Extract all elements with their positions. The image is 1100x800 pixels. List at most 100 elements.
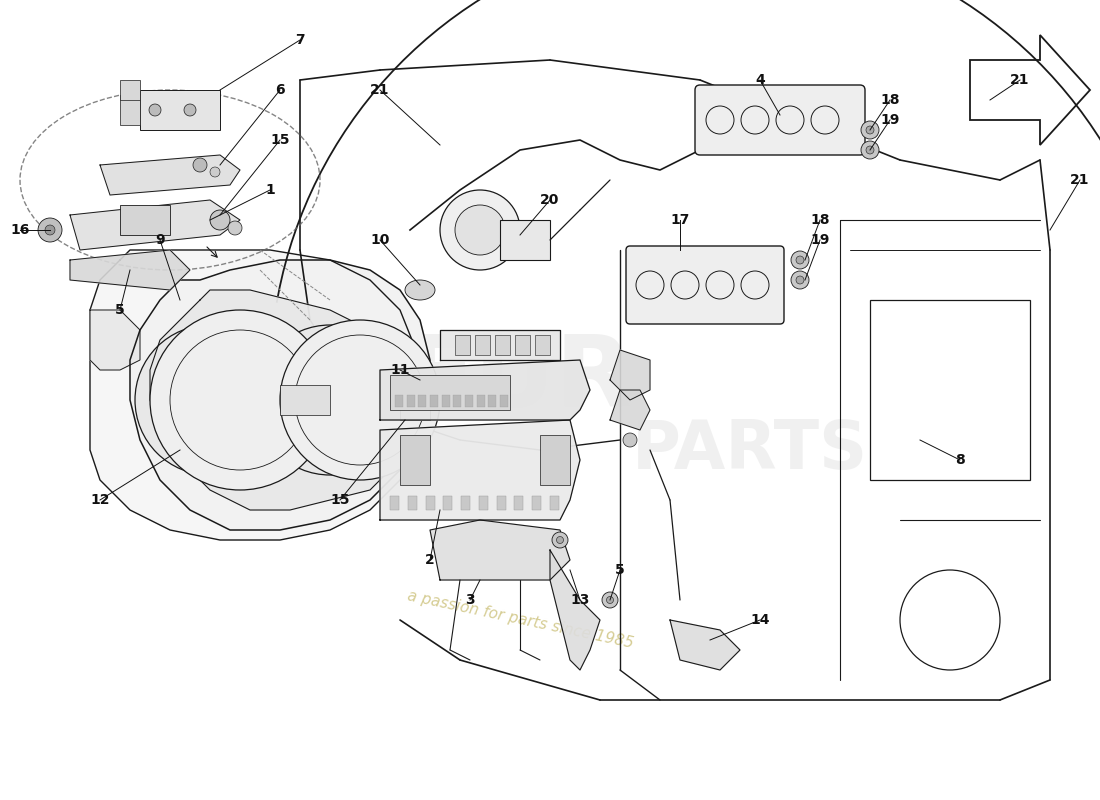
Circle shape bbox=[796, 256, 804, 264]
Circle shape bbox=[861, 121, 879, 139]
Circle shape bbox=[791, 251, 808, 269]
Circle shape bbox=[623, 433, 637, 447]
Text: PARTS: PARTS bbox=[631, 417, 868, 483]
Text: 20: 20 bbox=[540, 193, 560, 207]
Bar bbox=[120, 205, 170, 235]
Bar bbox=[408, 496, 417, 510]
Bar bbox=[390, 496, 399, 510]
Polygon shape bbox=[670, 620, 740, 670]
Text: 5: 5 bbox=[615, 563, 625, 577]
Bar bbox=[500, 395, 508, 407]
Circle shape bbox=[210, 167, 220, 177]
Bar bbox=[400, 380, 430, 420]
Bar bbox=[280, 385, 330, 415]
Bar bbox=[515, 335, 530, 355]
Bar bbox=[870, 300, 1030, 480]
Circle shape bbox=[552, 532, 568, 548]
Bar bbox=[540, 435, 570, 485]
Text: 21: 21 bbox=[1070, 173, 1090, 187]
Bar bbox=[140, 90, 220, 130]
Bar bbox=[500, 220, 550, 260]
Polygon shape bbox=[379, 420, 580, 520]
FancyBboxPatch shape bbox=[695, 85, 865, 155]
Bar bbox=[418, 395, 427, 407]
Bar bbox=[407, 395, 415, 407]
Circle shape bbox=[45, 225, 55, 235]
Text: 17: 17 bbox=[670, 213, 690, 227]
Text: 6: 6 bbox=[275, 83, 285, 97]
Circle shape bbox=[455, 205, 505, 255]
Text: 12: 12 bbox=[90, 493, 110, 507]
Bar bbox=[453, 395, 461, 407]
Text: 13: 13 bbox=[570, 593, 590, 607]
Text: 1: 1 bbox=[265, 183, 275, 197]
Circle shape bbox=[861, 141, 879, 159]
Circle shape bbox=[440, 190, 520, 270]
Bar bbox=[390, 375, 510, 410]
Text: 8: 8 bbox=[955, 453, 965, 467]
Ellipse shape bbox=[405, 280, 435, 300]
Text: 15: 15 bbox=[330, 493, 350, 507]
Text: 4: 4 bbox=[755, 73, 764, 87]
Polygon shape bbox=[379, 360, 590, 420]
Bar bbox=[532, 496, 541, 510]
Circle shape bbox=[602, 592, 618, 608]
Bar bbox=[442, 395, 450, 407]
Bar bbox=[495, 335, 510, 355]
Bar bbox=[476, 395, 485, 407]
Bar bbox=[455, 335, 470, 355]
Circle shape bbox=[866, 126, 874, 134]
Circle shape bbox=[280, 320, 440, 480]
Polygon shape bbox=[150, 290, 410, 510]
Bar bbox=[120, 95, 140, 125]
Text: 5: 5 bbox=[116, 303, 125, 317]
Circle shape bbox=[148, 104, 161, 116]
Text: 15: 15 bbox=[271, 133, 289, 147]
Bar bbox=[400, 435, 430, 485]
Bar bbox=[461, 496, 470, 510]
Text: 19: 19 bbox=[811, 233, 829, 247]
Polygon shape bbox=[100, 155, 240, 195]
Bar bbox=[488, 395, 496, 407]
Bar bbox=[478, 496, 488, 510]
Polygon shape bbox=[550, 550, 600, 670]
Text: a passion for parts since 1985: a passion for parts since 1985 bbox=[406, 589, 635, 651]
Polygon shape bbox=[70, 250, 190, 290]
Text: 10: 10 bbox=[371, 233, 389, 247]
Text: 9: 9 bbox=[155, 233, 165, 247]
Bar bbox=[475, 335, 490, 355]
Text: 2: 2 bbox=[425, 553, 435, 567]
Text: 11: 11 bbox=[390, 363, 409, 377]
Bar bbox=[120, 80, 140, 100]
Polygon shape bbox=[430, 520, 570, 580]
Polygon shape bbox=[440, 330, 560, 360]
Text: 14: 14 bbox=[750, 613, 770, 627]
FancyBboxPatch shape bbox=[626, 246, 784, 324]
Circle shape bbox=[228, 221, 242, 235]
Bar bbox=[465, 395, 473, 407]
Text: 18: 18 bbox=[811, 213, 829, 227]
Polygon shape bbox=[90, 310, 140, 370]
Bar bbox=[395, 395, 403, 407]
Circle shape bbox=[866, 146, 874, 154]
Circle shape bbox=[135, 325, 285, 475]
Polygon shape bbox=[610, 350, 650, 400]
Circle shape bbox=[791, 271, 808, 289]
Bar bbox=[497, 496, 506, 510]
Circle shape bbox=[210, 210, 230, 230]
Circle shape bbox=[150, 310, 330, 490]
Bar bbox=[515, 496, 524, 510]
Circle shape bbox=[255, 325, 405, 475]
Circle shape bbox=[192, 158, 207, 172]
Circle shape bbox=[796, 276, 804, 284]
Bar bbox=[550, 496, 559, 510]
Text: 21: 21 bbox=[371, 83, 389, 97]
Circle shape bbox=[184, 104, 196, 116]
Polygon shape bbox=[70, 200, 240, 250]
Polygon shape bbox=[130, 260, 430, 530]
Circle shape bbox=[557, 537, 563, 543]
Text: 16: 16 bbox=[10, 223, 30, 237]
Bar bbox=[430, 395, 438, 407]
Bar bbox=[535, 335, 550, 355]
Text: 18: 18 bbox=[880, 93, 900, 107]
